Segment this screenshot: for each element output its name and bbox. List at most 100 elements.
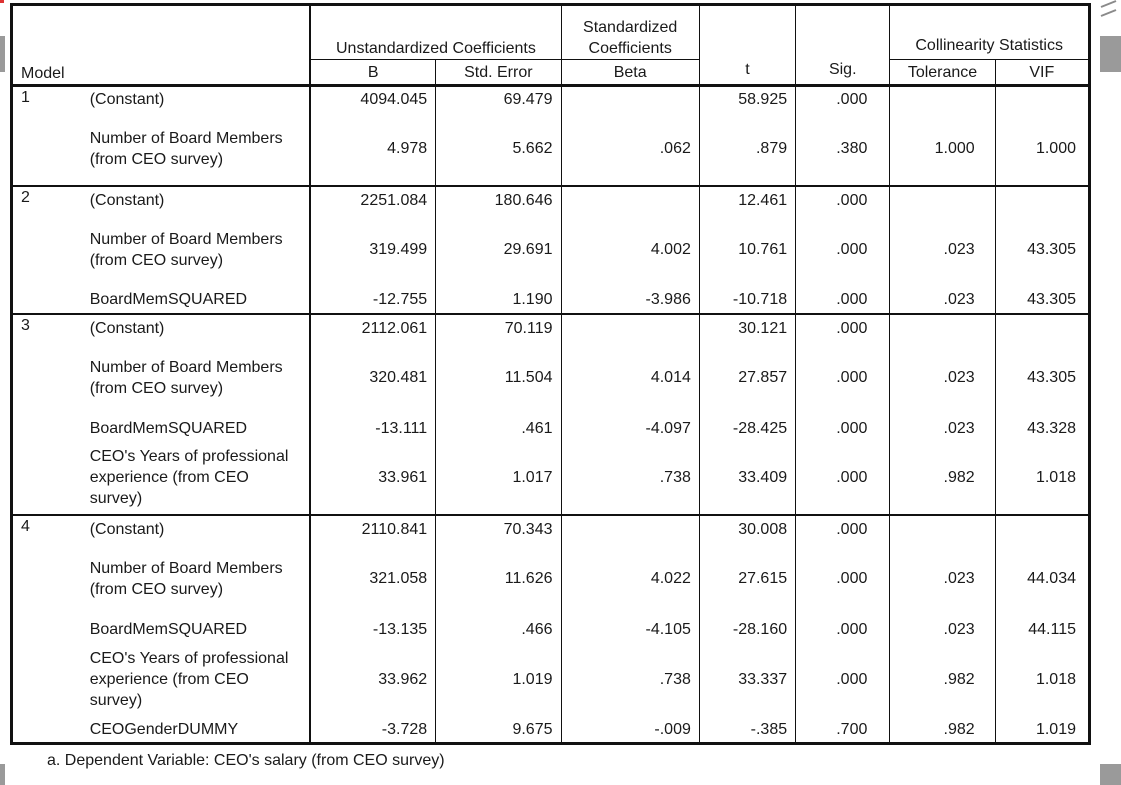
t-header: t [698,4,796,86]
t-value: 30.121 [698,312,796,342]
b-value: -3.728 [309,716,436,744]
sig-value: .000 [795,642,890,716]
unstandardized-header: Unstandardized Coefficients [309,4,561,60]
std-error-value: 9.675 [435,716,561,744]
beta-value: 4.014 [560,341,700,415]
table-row: CEO's Years of professional experience (… [12,441,1090,515]
predictor-label: Number of Board Members (from CEO survey… [89,230,283,269]
vif-value: 1.000 [994,112,1090,187]
predictor-label: (Constant) [81,513,311,543]
t-value: 30.008 [698,513,796,543]
b-value: -13.111 [309,414,436,442]
tolerance-value [889,85,996,113]
std-error-value: 1.019 [435,642,561,716]
t-value: -10.718 [698,286,796,314]
table-row: 3 (Constant) 2112.061 70.119 30.121.000 [11,312,1090,515]
beta-value [560,85,700,113]
window-corner-icon [1100,0,1117,17]
predictor-label: BoardMemSQUARED [89,291,248,309]
sig-value: .000 [795,414,890,442]
sig-value: .000 [795,213,890,287]
vif-value [994,85,1090,113]
b-header: B [309,59,436,86]
table-row: CEO's Years of professional experience (… [12,642,1090,716]
t-value: 10.761 [698,213,796,287]
model-number: 2 [11,185,82,314]
sig-value: .000 [795,513,890,543]
vif-value: 1.018 [994,441,1090,515]
tolerance-value: .023 [889,414,996,442]
t-value: 12.461 [698,185,796,214]
b-value: 2110.841 [309,513,436,543]
tolerance-value [889,185,996,214]
t-value: 27.615 [698,542,796,616]
vif-value: 43.305 [994,213,1090,287]
t-value: -28.160 [698,615,796,643]
beta-value: .738 [560,642,700,716]
predictor-label: (Constant) [81,185,311,214]
vif-value: 1.019 [994,716,1090,744]
b-value: -13.135 [309,615,436,643]
sig-value: .000 [795,286,890,314]
tolerance-value [889,312,996,342]
table-row: BoardMemSQUARED -13.111.461 -4.097 -28.425.… [12,414,1090,442]
b-value: 4094.045 [309,85,436,113]
beta-value: 4.022 [560,542,700,616]
std-error-value: 70.119 [435,312,561,342]
b-value: 319.499 [309,213,436,287]
std-error-header: Std. Error [435,59,561,86]
beta-header: Beta [560,59,700,86]
tolerance-value: .982 [889,642,996,716]
sig-value: .000 [795,542,890,616]
tolerance-value: .023 [889,615,996,643]
tolerance-header: Tolerance [889,59,996,86]
vif-header: VIF [994,59,1090,86]
beta-value [560,312,700,342]
table-row: BoardMemSQUARED -13.135.466 -4.105 -28.160.… [12,615,1090,643]
std-error-value: .461 [435,414,561,442]
predictor-label: Number of Board Members (from CEO survey… [89,559,283,598]
t-value: .879 [698,112,796,187]
b-value: 321.058 [309,542,436,616]
t-value: -28.425 [698,414,796,442]
table-row: Number of Board Members (from CEO survey… [12,542,1090,616]
std-error-value: 70.343 [435,513,561,543]
tolerance-value: .023 [889,341,996,415]
tolerance-value: .982 [889,716,996,744]
edge-mark-right [1100,36,1121,72]
table-body: 1 (Constant) 4094.045 69.479 58.925.000 Numbe… [11,85,1090,744]
sig-value: .000 [795,341,890,415]
sig-header: Sig. [795,4,890,86]
predictor-label: Number of Board Members (from CEO survey… [89,129,283,168]
beta-value: -4.105 [560,615,700,643]
table-row: Number of Board Members (from CEO survey… [12,213,1090,287]
vif-value: 43.328 [994,414,1090,442]
std-error-value: 69.479 [435,85,561,113]
vif-value [994,185,1090,214]
std-error-value: 1.017 [435,441,561,515]
b-value: -12.755 [309,286,436,314]
beta-value: -.009 [560,716,700,744]
table-row: Number of Board Members (from CEO survey… [12,341,1090,415]
predictor-label: (Constant) [81,312,311,342]
sig-value: .000 [795,441,890,515]
vif-value: 43.305 [994,286,1090,314]
model-number: 4 [11,513,82,744]
tolerance-value [889,513,996,543]
std-error-value: 11.504 [435,341,561,415]
beta-value [560,513,700,543]
tolerance-value: 1.000 [889,112,996,187]
beta-value: .738 [560,441,700,515]
table-row: 4 (Constant) 2110.841 70.343 30.008.000 [11,513,1090,744]
tolerance-value: .023 [889,542,996,616]
t-value: 33.337 [698,642,796,716]
tolerance-value: .023 [889,213,996,287]
predictor-label: CEO's Years of professional experience (… [89,649,289,709]
standardized-header: Standardized Coefficients [560,4,700,60]
std-error-value: 11.626 [435,542,561,616]
table-row: Number of Board Members (from CEO survey… [12,112,1090,187]
t-value: 33.409 [698,441,796,515]
edge-mark-left [0,36,5,72]
b-value: 33.961 [309,441,436,515]
b-value: 33.962 [309,642,436,716]
